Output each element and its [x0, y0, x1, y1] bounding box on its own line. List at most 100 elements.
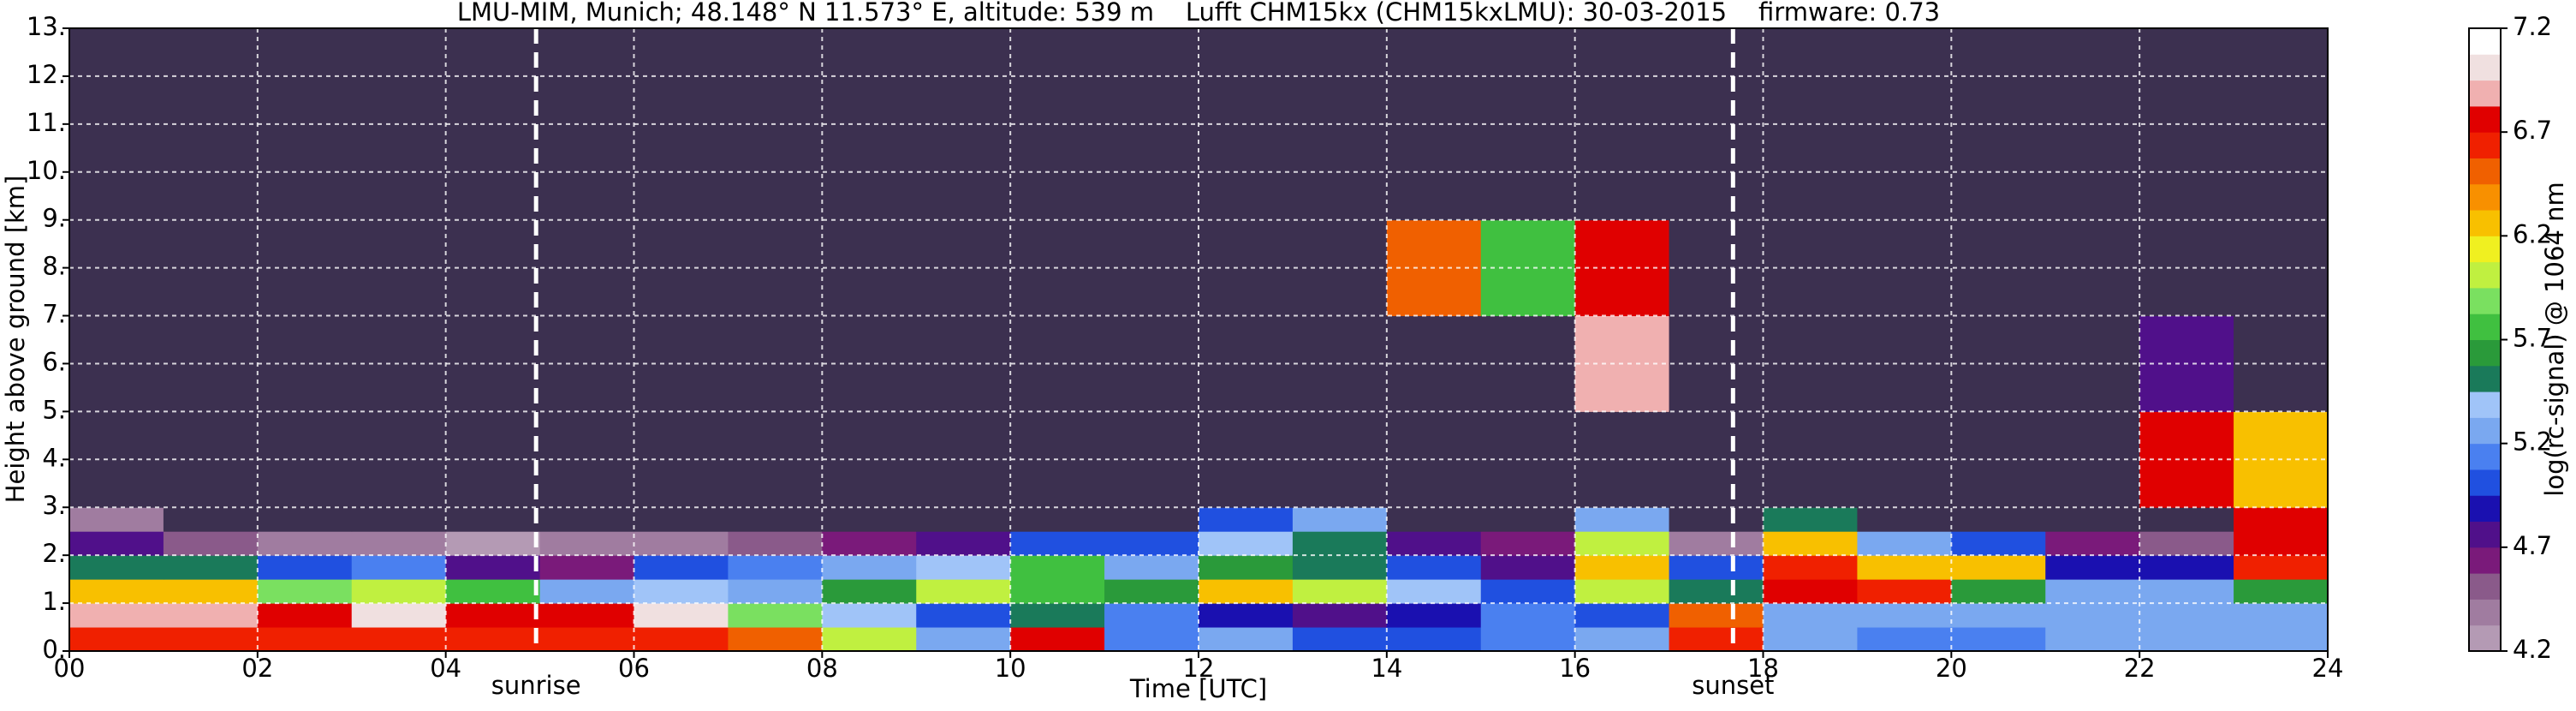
heatmap-cell — [163, 531, 259, 556]
marker-label: sunset — [1692, 671, 1774, 700]
heatmap-cell — [1763, 555, 1858, 580]
x-axis-label: Time [UTC] — [1129, 674, 1267, 703]
heatmap-cell — [351, 627, 447, 652]
y-tick-label: 5. — [42, 395, 66, 424]
y-tick-label: 1. — [42, 587, 66, 616]
colorbar-tick-label: 5.7 — [2513, 324, 2552, 353]
heatmap-cell — [1574, 627, 1670, 652]
colorbar-swatch — [2469, 495, 2501, 523]
x-tick-label: 04 — [430, 654, 461, 683]
heatmap-cell — [634, 531, 729, 556]
heatmap-cell — [2139, 507, 2234, 532]
heatmap-cell — [822, 555, 917, 580]
heatmap-cell — [1669, 603, 1764, 628]
heatmap-cell — [351, 555, 447, 580]
heatmap-cell — [728, 507, 823, 532]
x-tick-label: 20 — [1936, 654, 1967, 683]
x-tick-label: 18 — [1747, 654, 1779, 683]
heatmap-cell — [69, 531, 164, 556]
heatmap-cell — [916, 507, 1011, 532]
heatmap-cell — [2234, 627, 2329, 652]
heatmap-cell — [1763, 579, 1858, 604]
heatmap-cell — [1763, 507, 1858, 532]
heatmap-cell — [1951, 627, 2046, 652]
heatmap-cell — [69, 507, 164, 532]
heatmap-cell — [1010, 627, 1105, 652]
heatmap-cell — [2045, 507, 2140, 532]
heatmap-cell — [2234, 579, 2329, 604]
heatmap-cell — [1669, 555, 1764, 580]
heatmap-cell — [2234, 603, 2329, 628]
heatmap-cell — [822, 627, 917, 652]
heatmap-cell — [2139, 579, 2234, 604]
heatmap-cell — [634, 603, 729, 628]
heatmap-cell — [2139, 531, 2234, 556]
heatmap-cell — [1480, 555, 1576, 580]
y-tick-label: 0. — [42, 635, 66, 664]
heatmap-cell — [1574, 603, 1670, 628]
heatmap-cell — [1386, 627, 1482, 652]
colorbar-swatch — [2469, 80, 2501, 107]
heatmap-cell — [1386, 531, 1482, 556]
y-tick-label: 6. — [42, 347, 66, 376]
colorbar-swatch — [2469, 210, 2501, 236]
heatmap-cell — [163, 555, 259, 580]
heatmap-cell — [728, 579, 823, 604]
heatmap-cell — [1104, 603, 1199, 628]
heatmap-cell — [1199, 627, 1294, 652]
heatmap-cell — [1951, 531, 2046, 556]
colorbar-swatch — [2469, 417, 2501, 445]
heatmap-cell — [1574, 579, 1670, 604]
heatmap-cell — [1010, 555, 1105, 580]
colorbar-tick-label: 6.2 — [2513, 219, 2552, 248]
heatmap-cell — [916, 555, 1011, 580]
heatmap-cell — [1199, 531, 1294, 556]
colorbar-tick-label: 6.7 — [2513, 116, 2552, 145]
heatmap-cell — [1951, 579, 2046, 604]
y-tick-label: 8. — [42, 252, 66, 281]
colorbar-swatch — [2469, 105, 2501, 133]
y-tick-label: 13. — [27, 12, 66, 41]
heatmap-cell — [445, 507, 541, 532]
heatmap-cell — [634, 507, 729, 532]
heatmap-cell — [1480, 627, 1576, 652]
x-tick-label: 16 — [1559, 654, 1591, 683]
colorbar-swatch — [2469, 469, 2501, 496]
heatmap-cell — [351, 603, 447, 628]
x-tick-label: 00 — [54, 654, 86, 683]
heatmap-cell — [445, 531, 541, 556]
heatmap-cell — [2139, 603, 2234, 628]
heatmap-cell — [1199, 507, 1294, 532]
heatmap-cell — [539, 531, 634, 556]
heatmap-cell — [1386, 507, 1482, 532]
colorbar-swatch — [2469, 391, 2501, 418]
x-tick-label: 24 — [2312, 654, 2344, 683]
heatmap-cell — [2234, 507, 2329, 532]
heatmap-cell — [1292, 603, 1388, 628]
heatmap-cell — [351, 579, 447, 604]
heatmap-cell — [1574, 531, 1670, 556]
heatmap-cell — [1857, 507, 1952, 532]
y-tick-label: 10. — [27, 156, 66, 185]
heatmap-cell — [1292, 627, 1388, 652]
heatmap-cell — [539, 627, 634, 652]
heatmap-cell — [1669, 507, 1764, 532]
heatmap-cell — [1951, 507, 2046, 532]
heatmap-cell — [69, 579, 164, 604]
heatmap-cell — [634, 627, 729, 652]
heatmap-cell — [1386, 603, 1482, 628]
colorbar-swatch — [2469, 158, 2501, 185]
heatmap-cell — [916, 603, 1011, 628]
heatmap-cell — [1480, 507, 1576, 532]
heatmap-cell — [2139, 627, 2234, 652]
heatmap-cell — [916, 627, 1011, 652]
heatmap-cell — [1292, 531, 1388, 556]
heatmap-cell — [163, 603, 259, 628]
y-tick-label: 12. — [27, 60, 66, 89]
heatmap-cell — [1857, 531, 1952, 556]
heatmap-cell — [257, 531, 353, 556]
heatmap-cell — [728, 531, 823, 556]
heatmap-cell — [1480, 603, 1576, 628]
heatmap-cell — [445, 555, 541, 580]
colorbar-swatch — [2469, 624, 2501, 652]
